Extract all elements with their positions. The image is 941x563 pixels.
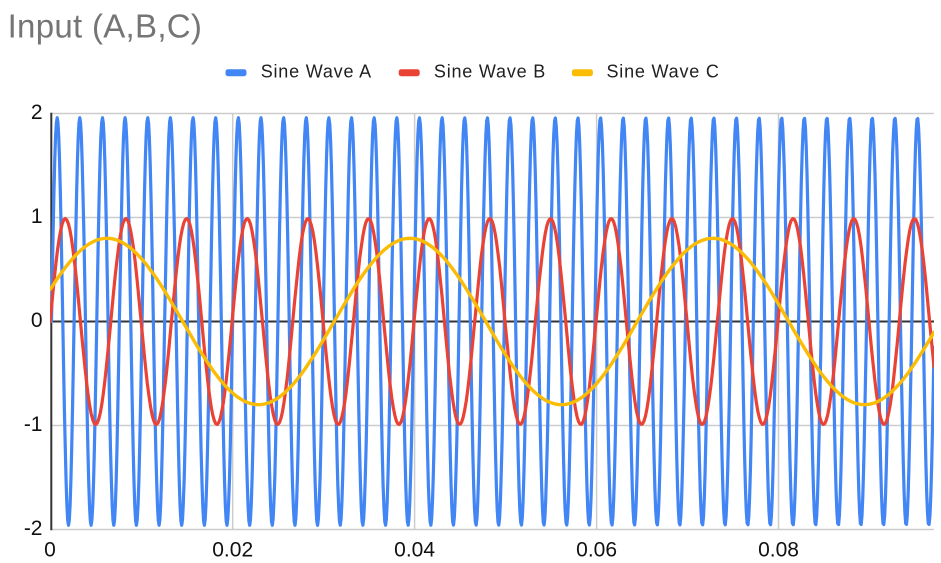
svg-text:0.06: 0.06 <box>576 538 617 561</box>
svg-text:Sine Wave A: Sine Wave A <box>261 62 372 82</box>
svg-text:2: 2 <box>31 101 43 124</box>
svg-text:0: 0 <box>31 309 43 332</box>
svg-text:Sine Wave C: Sine Wave C <box>607 62 720 82</box>
svg-text:Sine Wave B: Sine Wave B <box>434 62 546 82</box>
svg-text:0.02: 0.02 <box>212 538 253 561</box>
svg-text:-1: -1 <box>24 413 43 436</box>
svg-text:1: 1 <box>31 205 43 228</box>
svg-text:0.04: 0.04 <box>394 538 435 561</box>
svg-text:Input (A,B,C): Input (A,B,C) <box>8 7 203 44</box>
svg-text:0: 0 <box>44 538 56 561</box>
svg-text:-2: -2 <box>24 517 43 540</box>
svg-text:0.08: 0.08 <box>758 538 799 561</box>
